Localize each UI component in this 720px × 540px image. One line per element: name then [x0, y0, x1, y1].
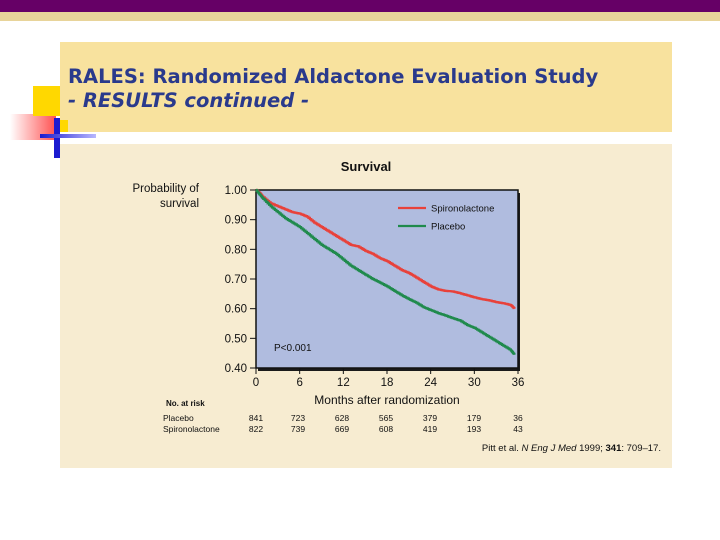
decor-blue-bar	[54, 118, 60, 158]
citation-author: Pitt et al.	[482, 443, 522, 454]
x-tick-label: 24	[424, 377, 437, 389]
content-panel: Survival Probability of survival 1.00 0.9…	[60, 144, 672, 468]
chart-title: Survival	[341, 159, 392, 174]
risk-row-label: Spironolactone	[163, 424, 220, 434]
y-tick-label: 0.90	[225, 215, 247, 227]
decor-yellow-small	[60, 120, 68, 132]
slide-title: RALES: Randomized Aldactone Evaluation S…	[68, 65, 599, 88]
citation-year: 1999;	[576, 443, 605, 454]
x-axis-ticks: 0 6 12 18 24 30 36	[253, 368, 525, 389]
citation: Pitt et al. N Eng J Med 1999; 341: 709–1…	[482, 443, 661, 454]
series-line-placebo	[255, 188, 516, 355]
y-tick-label: 0.80	[225, 244, 247, 256]
x-tick-label: 6	[296, 377, 302, 389]
survival-chart: Survival Probability of survival 1.00 0.9…	[133, 159, 661, 454]
y-axis-label-line2: survival	[160, 198, 199, 210]
series-line-spironolactone	[255, 188, 516, 310]
citation-volume: 341	[606, 443, 623, 454]
risk-cell: 419	[423, 424, 437, 434]
risk-cell: 565	[379, 413, 393, 423]
citation-journal: N Eng J Med	[522, 443, 578, 454]
x-tick-label: 18	[381, 377, 394, 389]
y-axis-label: Probability of	[133, 183, 200, 195]
risk-cell: 179	[467, 413, 481, 423]
x-tick-label: 36	[512, 377, 525, 389]
risk-cell: 723	[291, 413, 305, 423]
plot-area	[255, 189, 519, 369]
x-tick-label: 0	[253, 377, 259, 389]
risk-cell: 193	[467, 424, 481, 434]
risk-cell: 841	[249, 413, 263, 423]
risk-cell: 608	[379, 424, 393, 434]
citation-pages: : 709–17.	[621, 443, 661, 454]
risk-cell: 379	[423, 413, 437, 423]
y-tick-label: 1.00	[225, 185, 247, 197]
decor-blue-line	[40, 134, 96, 138]
risk-table-header: No. at risk	[166, 399, 205, 408]
decor-yellow-block	[33, 86, 60, 116]
slide-subtitle: - RESULTS continued -	[68, 89, 310, 112]
y-tick-label: 0.60	[225, 304, 247, 316]
risk-cell: 36	[513, 413, 523, 423]
y-tick-label: 0.40	[225, 363, 247, 375]
chart-legend: Spironolactone Placebo	[398, 204, 494, 233]
y-axis-ticks: 1.00 0.90 0.80 0.70 0.60 0.50 0.40	[225, 185, 256, 375]
risk-cell: 628	[335, 413, 349, 423]
x-tick-label: 12	[337, 377, 350, 389]
top-stripe	[0, 12, 720, 21]
legend-label: Spironolactone	[431, 204, 494, 215]
y-tick-label: 0.50	[225, 333, 247, 345]
risk-cell: 669	[335, 424, 349, 434]
risk-table: Placebo 841 723 628 565 379 179 36 Spironolacton…	[163, 413, 523, 434]
series-lines	[255, 188, 516, 355]
top-bar	[0, 0, 720, 12]
risk-cell: 739	[291, 424, 305, 434]
x-tick-label: 30	[468, 377, 481, 389]
x-axis-label: Months after randomization	[314, 393, 459, 407]
p-value-annotation: P<0.001	[274, 343, 312, 354]
y-tick-label: 0.70	[225, 274, 247, 286]
legend-label: Placebo	[431, 222, 465, 233]
risk-cell: 43	[513, 424, 523, 434]
title-box: RALES: Randomized Aldactone Evaluation S…	[60, 42, 672, 132]
risk-row-label: Placebo	[163, 413, 194, 423]
risk-cell: 822	[249, 424, 263, 434]
